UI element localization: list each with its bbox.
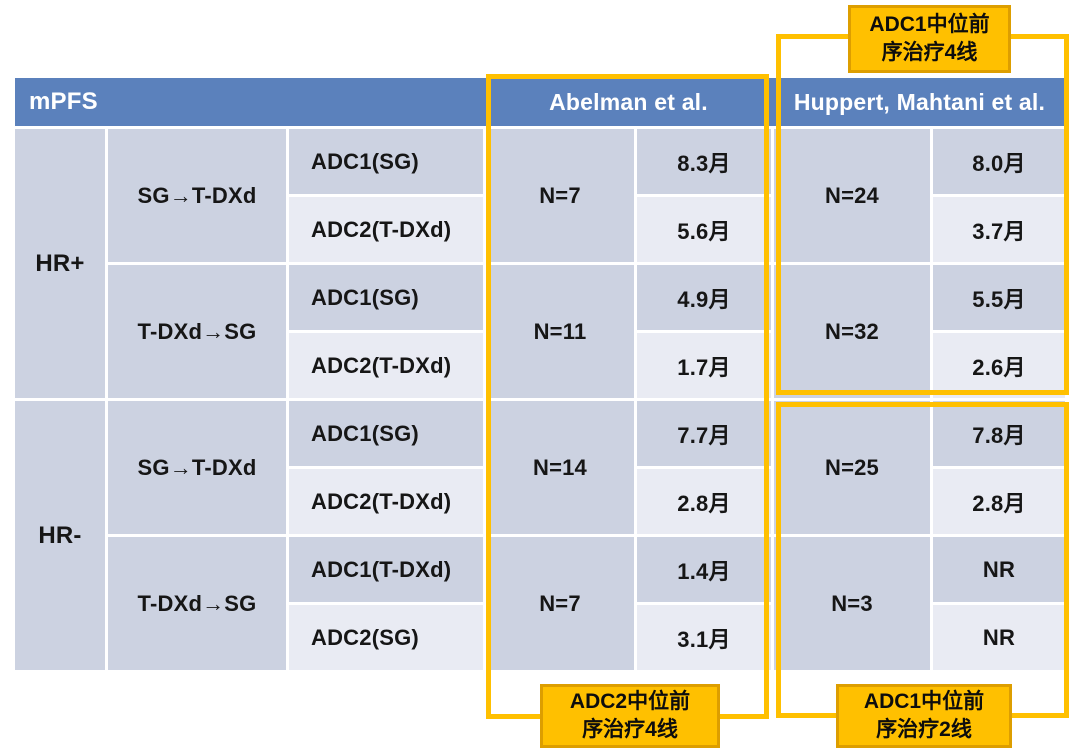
study-header-huppert: Huppert, Mahtani et al. <box>793 88 1046 115</box>
cell-huppert-value-r4: 2.6月 <box>933 333 1065 398</box>
callout-bottom-adc2-4lines: ADC2中位前 序治疗4线 <box>540 684 720 748</box>
cell-sequence-hrneg-sg-tdxd: SG→T-DXd <box>108 401 286 534</box>
cell-sequence-hrpos-sg-tdxd: SG→T-DXd <box>108 129 286 262</box>
table-header-row: mPFS Abelman et al. Huppert, Mahtani et … <box>15 78 1065 126</box>
cell-huppert-n-1: N=24 <box>774 129 930 262</box>
cell-adc-r5: ADC1(SG) <box>289 401 483 466</box>
cell-abelman-value-r8: 3.1月 <box>637 605 771 670</box>
metric-header-mpfs: mPFS <box>29 88 98 115</box>
cell-huppert-value-r1: 8.0月 <box>933 129 1065 194</box>
cell-huppert-n-3: N=25 <box>774 401 930 534</box>
cell-adc-r4: ADC2(T-DXd) <box>289 333 483 398</box>
cell-abelman-n-2: N=11 <box>486 265 634 398</box>
callout-top-adc1-4lines: ADC1中位前 序治疗4线 <box>848 5 1011 73</box>
cell-huppert-n-2: N=32 <box>774 265 930 398</box>
cell-adc-r1: ADC1(SG) <box>289 129 483 194</box>
cell-adc-r6: ADC2(T-DXd) <box>289 469 483 534</box>
cell-abelman-value-r2: 5.6月 <box>637 197 771 262</box>
cell-adc-r3: ADC1(SG) <box>289 265 483 330</box>
cell-abelman-value-r1: 8.3月 <box>637 129 771 194</box>
cell-huppert-n-4: N=3 <box>774 537 930 670</box>
cell-sequence-hrpos-tdxd-sg: T-DXd→SG <box>108 265 286 398</box>
cell-hr-positive: HR+ <box>15 129 105 398</box>
cell-abelman-value-r5: 7.7月 <box>637 401 771 466</box>
cell-abelman-n-4: N=7 <box>486 537 634 670</box>
cell-hr-negative: HR- <box>15 401 105 670</box>
cell-adc-r2: ADC2(T-DXd) <box>289 197 483 262</box>
study-header-abelman: Abelman et al. <box>549 88 708 115</box>
cell-huppert-value-r6: 2.8月 <box>933 469 1065 534</box>
cell-huppert-value-r2: 3.7月 <box>933 197 1065 262</box>
cell-huppert-value-r5: 7.8月 <box>933 401 1065 466</box>
cell-adc-r7: ADC1(T-DXd) <box>289 537 483 602</box>
cell-abelman-value-r3: 4.9月 <box>637 265 771 330</box>
cell-sequence-hrneg-tdxd-sg: T-DXd→SG <box>108 537 286 670</box>
cell-adc-r8: ADC2(SG) <box>289 605 483 670</box>
cell-abelman-value-r4: 1.7月 <box>637 333 771 398</box>
cell-abelman-n-3: N=14 <box>486 401 634 534</box>
cell-abelman-n-1: N=7 <box>486 129 634 262</box>
cell-huppert-value-r7: NR <box>933 537 1065 602</box>
cell-abelman-value-r7: 1.4月 <box>637 537 771 602</box>
cell-huppert-value-r3: 5.5月 <box>933 265 1065 330</box>
callout-bottom-adc1-2lines: ADC1中位前 序治疗2线 <box>836 684 1012 748</box>
cell-abelman-value-r6: 2.8月 <box>637 469 771 534</box>
cell-huppert-value-r8: NR <box>933 605 1065 670</box>
